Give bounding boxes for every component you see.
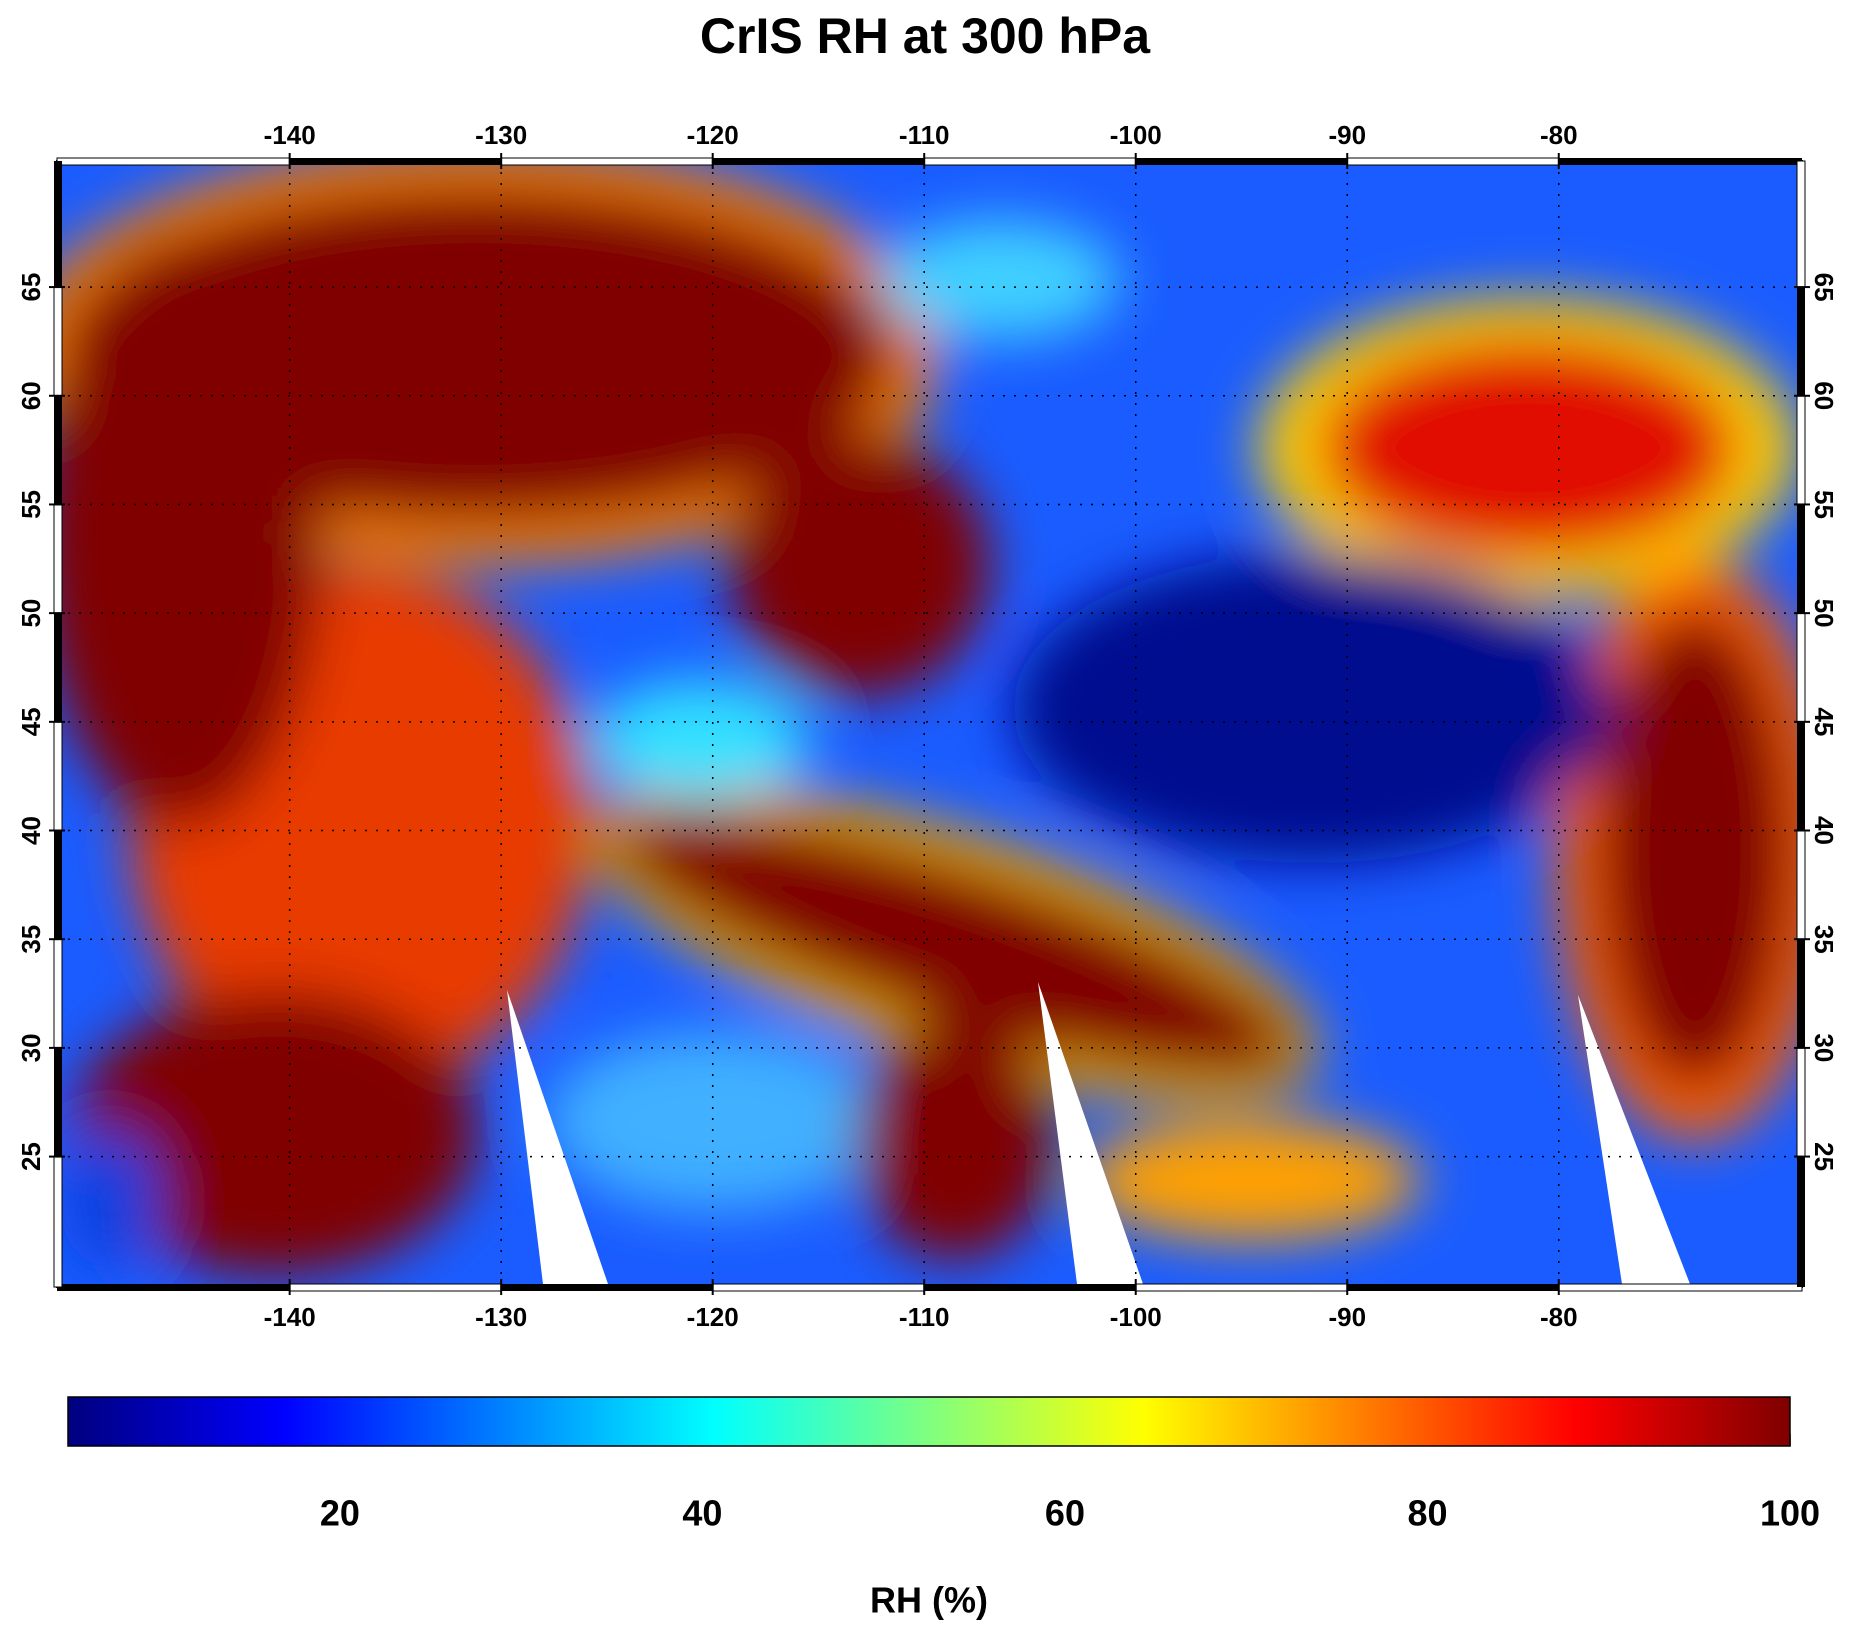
field-blob — [611, 809, 1299, 1079]
field-blob — [60, 1130, 160, 1270]
x-tick-label: -90 — [1328, 120, 1366, 150]
x-tick-label: -110 — [899, 1302, 950, 1332]
x-tick-label: -90 — [1328, 1302, 1366, 1332]
title: CrIS RH at 300 hPa — [700, 8, 1151, 64]
frame-bar — [289, 158, 502, 165]
frame-bar — [712, 1283, 925, 1292]
frame-bar — [1796, 612, 1806, 723]
frame-bar — [53, 503, 63, 614]
frame-bar — [500, 157, 714, 166]
frame-bar — [1797, 287, 1805, 396]
y-tick-label: 45 — [16, 707, 46, 736]
field-blob — [1595, 610, 1795, 1090]
frame-bar — [1346, 157, 1560, 166]
frame-bar — [54, 395, 62, 505]
field-blob — [1013, 553, 1613, 863]
y-tick-label: 65 — [16, 273, 46, 302]
swath-gap — [1038, 982, 1143, 1284]
frame-bar — [1558, 158, 1802, 165]
frame-bar — [1797, 721, 1805, 831]
frame-bar — [1796, 830, 1806, 940]
y-tick-label: 25 — [16, 1142, 46, 1171]
frame-bar — [53, 1156, 63, 1288]
frame-bar — [1796, 395, 1806, 505]
colorbar-tick-label: 80 — [1407, 1493, 1447, 1534]
y-tick-label: 50 — [16, 599, 46, 628]
frame-bar — [501, 1284, 713, 1291]
field-blob — [728, 435, 990, 697]
x-tick-label: -120 — [687, 120, 739, 150]
y-tick-label: 35 — [16, 925, 46, 954]
frame-bar — [712, 158, 925, 165]
y-tick-label: 50 — [1809, 599, 1839, 628]
y-tick-label: 35 — [1809, 925, 1839, 954]
rh-field — [60, 164, 1799, 1284]
x-tick-label: -140 — [264, 120, 316, 150]
axes: -140 -140 -130 -130 -120 -120 -110 -110 -100 -100… — [16, 120, 1839, 1534]
y-tick-label: 30 — [1809, 1033, 1839, 1062]
frame-bar — [54, 830, 62, 940]
frame-bar — [54, 161, 62, 288]
y-tick-label: 45 — [1809, 707, 1839, 736]
x-tick-label: -100 — [1110, 1302, 1162, 1332]
frame-bar — [1135, 158, 1348, 165]
x-tick-label: -140 — [264, 1302, 316, 1332]
frame-bar — [57, 1284, 290, 1291]
x-tick-label: -80 — [1540, 1302, 1578, 1332]
frame-bar — [1796, 1047, 1806, 1158]
frame-bar — [923, 157, 1137, 166]
field-blob — [880, 220, 1120, 340]
colorbar-tick-label: 60 — [1045, 1493, 1085, 1534]
frame-bar — [54, 1047, 62, 1157]
field-blob — [546, 1031, 886, 1211]
y-tick-label: 65 — [1809, 273, 1839, 302]
colorbar — [67, 1396, 1791, 1447]
y-tick-label: 40 — [1809, 816, 1839, 845]
field-blob — [590, 680, 810, 800]
frame-bar — [924, 1284, 1136, 1291]
frame-bar — [1797, 504, 1805, 614]
frame-bar — [1797, 939, 1805, 1048]
x-tick-label: -110 — [899, 120, 950, 150]
swath-gap — [1578, 995, 1690, 1284]
field-blob — [1318, 338, 1738, 558]
field-blob — [72, 991, 478, 1275]
frame-bar — [56, 157, 291, 166]
frame-bar — [53, 938, 63, 1049]
y-tick-label: 25 — [1809, 1142, 1839, 1171]
frame-bar — [1135, 1283, 1348, 1292]
field-blob — [1080, 1120, 1420, 1240]
frame-bar — [289, 1283, 502, 1292]
swath-gap — [507, 990, 608, 1284]
field-blobs — [60, 164, 1799, 1275]
x-tick-label: -100 — [1110, 120, 1162, 150]
frame-bar — [1796, 160, 1806, 288]
colorbar-tick-label: 100 — [1760, 1493, 1820, 1534]
colorbar-tick-label: 20 — [320, 1493, 360, 1534]
frame-bar — [53, 721, 63, 832]
colorbar-tick-label: 40 — [682, 1493, 722, 1534]
field-blob — [60, 236, 322, 826]
x-tick-label: -120 — [687, 1302, 739, 1332]
x-tick-label: -130 — [475, 1302, 527, 1332]
x-tick-label: -80 — [1540, 120, 1578, 150]
y-tick-label: 55 — [16, 490, 46, 519]
frame-bar — [1558, 1283, 1803, 1292]
y-tick-label: 40 — [16, 816, 46, 845]
field-blob — [855, 1020, 1055, 1260]
y-tick-label: 30 — [16, 1033, 46, 1062]
colorbar-label: RH (%) — [870, 1580, 988, 1621]
frame-bar — [1347, 1284, 1559, 1291]
y-tick-label: 55 — [1809, 490, 1839, 519]
frame-bar — [53, 286, 63, 397]
frame-bar — [54, 613, 62, 722]
y-tick-label: 60 — [1809, 381, 1839, 410]
y-tick-label: 60 — [16, 381, 46, 410]
x-tick-label: -130 — [475, 120, 527, 150]
frame-bar — [1797, 1156, 1805, 1287]
